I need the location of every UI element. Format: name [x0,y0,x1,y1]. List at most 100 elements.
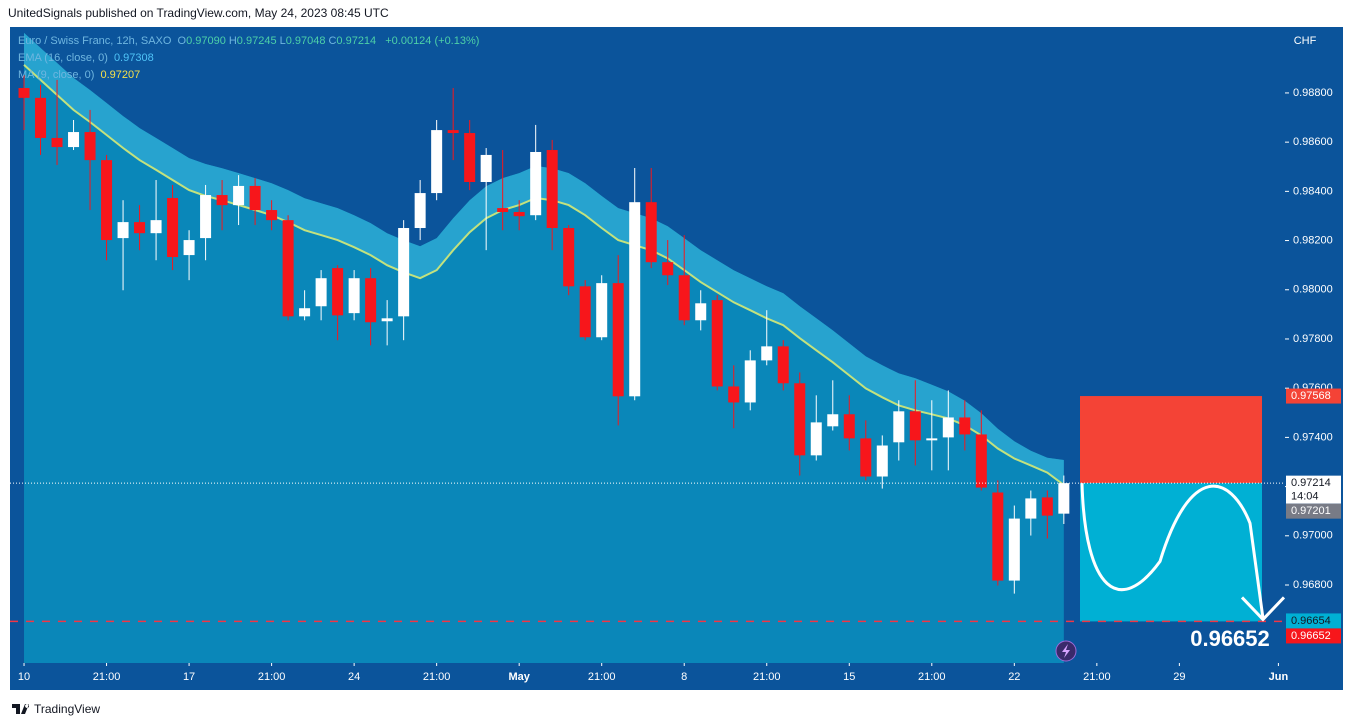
y-tick-label: 0.98400 [1293,185,1333,197]
candle-body [282,220,294,317]
price-label-bg [1286,628,1341,644]
candle-body [893,411,905,443]
candle-body [464,133,476,183]
x-tick-label: 24 [348,671,360,683]
y-tick-label: 0.98000 [1293,284,1333,296]
candle-body [315,278,327,307]
candle-body [975,434,987,488]
x-tick-label: May [508,671,530,683]
price-label: 0.96654 [1291,615,1331,627]
candle-body [1041,497,1053,516]
candle-body [959,417,971,435]
target-zone [1080,483,1262,622]
ma-line [23,64,1065,486]
candle-body [35,97,47,138]
candle-body [1058,483,1070,514]
y-tick-label: 0.98800 [1293,87,1333,99]
candle-body [827,414,839,427]
y-tick-label: 0.98200 [1293,234,1333,246]
candle-body [546,150,558,229]
candle-body [480,154,492,183]
candle-body [942,417,954,438]
candle-body [398,228,410,317]
ohlc-value: 0.97214 [336,35,377,47]
candle-body [183,240,195,256]
candle-body [233,185,245,206]
countdown: 14:04 [1291,491,1319,503]
candle-body [447,130,459,134]
candle-body [678,275,690,321]
candle-body [629,202,641,397]
price-label: 0.97201 [1291,505,1331,517]
price-label-bg [1286,475,1341,504]
ohlc-key: C [328,35,337,47]
ohlc-values: O0.97090 H0.97245 L0.97048 C0.97214 [178,35,380,47]
candle-body [761,346,773,361]
x-tick-label: 21:00 [258,671,286,683]
y-axis-label: CHF [1294,35,1317,47]
candle-body [777,346,789,384]
plot-clip [10,32,1285,663]
price-label-bg [1286,503,1341,519]
y-tick-label: 0.97000 [1293,530,1333,542]
candle-body [18,88,30,98]
ohlc-key: L [279,35,286,47]
candle-body [810,422,822,456]
candle-body [843,414,855,439]
candle-body [497,208,509,213]
ohlc-key: O [177,35,187,47]
price-label-bg [1286,613,1341,629]
candle-body [563,228,575,287]
legend-ema: EMA (16, close, 0) 0.97308 [18,52,157,64]
price-label: 0.97568 [1291,390,1331,402]
ohlc-value: 0.97245 [236,35,277,47]
stop-zone [1080,396,1262,484]
candle-body [513,212,525,217]
candle-body [431,130,443,194]
candle-body [51,137,63,148]
candle-body [68,132,80,148]
candle-body [348,278,360,314]
change: +0.00124 (+0.13%) [385,35,480,47]
plot: 0.966520.968000.970000.972000.974000.976… [10,32,1341,683]
candle-body [728,386,740,403]
x-tick-label: Jun [1269,671,1289,683]
candle-body [662,262,674,276]
candle-body [876,445,888,477]
x-tick-label: 8 [681,671,687,683]
candle-body [612,283,624,397]
candle-body [216,195,228,206]
candle-body [332,268,344,316]
x-tick-label: 10 [18,671,30,683]
drawn-curve [1080,483,1265,619]
candle-body [84,132,96,161]
ohlc-value: 0.97048 [285,35,326,47]
ohlc-value: 0.97090 [186,35,226,47]
indicator-value: 0.97207 [100,69,141,81]
candle-body [167,197,179,258]
legend-main: Euro / Swiss Franc, 12h, SAXO O0.97090 H0… [18,35,482,47]
candle-body [860,438,872,477]
price-label-bg [1286,388,1341,404]
candle-body [117,222,129,239]
y-tick-label: 0.98600 [1293,136,1333,148]
y-tick-label: 0.97800 [1293,333,1333,345]
symbol-title: Euro / Swiss Franc, 12h, SAXO [18,35,172,47]
candle-body [266,210,278,221]
publish-header: UnitedSignals published on TradingView.c… [8,6,389,20]
x-tick-label: 21:00 [588,671,616,683]
candle-body [645,202,657,263]
y-tick-label: 0.96800 [1293,579,1333,591]
candle-body [695,303,707,321]
indicator-value: 0.97308 [113,52,154,64]
candle-body [200,195,212,239]
candle-body [299,308,311,317]
price-label: 0.97214 [1291,477,1331,489]
footer: TradingView [34,702,101,716]
x-tick-label: 21:00 [93,671,121,683]
candle-body [992,492,1004,581]
x-tick-label: 29 [1173,671,1185,683]
candle-body [414,193,426,229]
candle-body [365,278,377,323]
drawn-arrow [1240,596,1285,622]
